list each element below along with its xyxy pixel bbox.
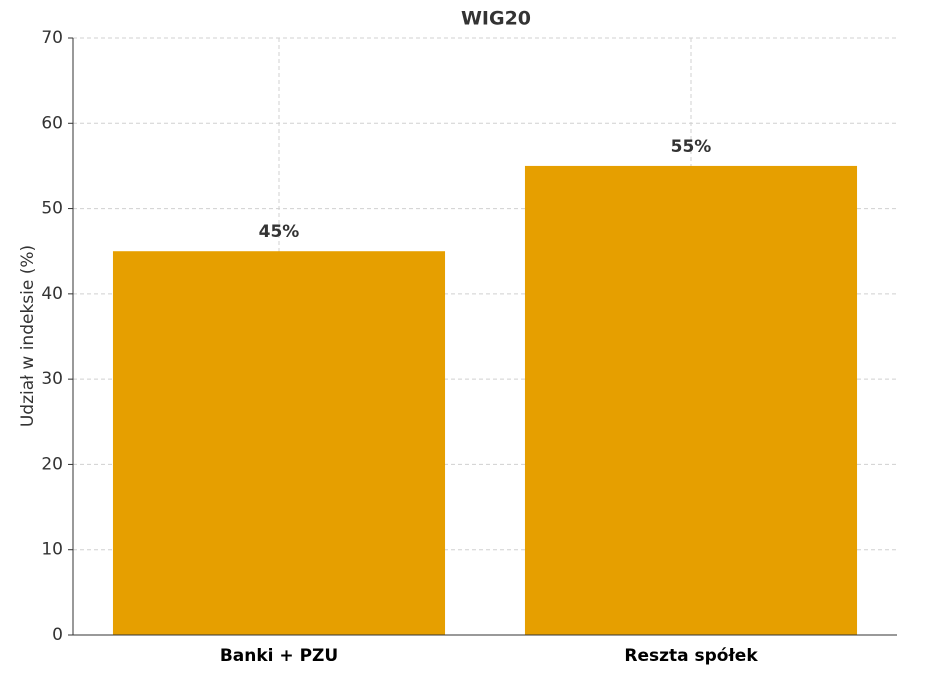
value-label: 55% (671, 137, 712, 157)
bar (112, 251, 446, 635)
y-tick-label: 70 (41, 28, 63, 48)
x-tick-label: Reszta spółek (624, 646, 758, 666)
y-tick-label: 20 (41, 454, 63, 474)
y-tick-label: 0 (52, 625, 63, 645)
y-tick-label: 10 (41, 540, 63, 560)
y-tick-label: 40 (41, 284, 63, 304)
value-label: 45% (259, 222, 300, 242)
chart-title: WIG20 (461, 8, 531, 30)
y-tick-label: 50 (41, 199, 63, 219)
y-tick-label: 60 (41, 113, 63, 133)
y-tick-label: 30 (41, 369, 63, 389)
bar (524, 165, 858, 635)
y-axis-label: Udział w indeksie (%) (18, 245, 38, 427)
x-tick-label: Banki + PZU (220, 646, 338, 666)
